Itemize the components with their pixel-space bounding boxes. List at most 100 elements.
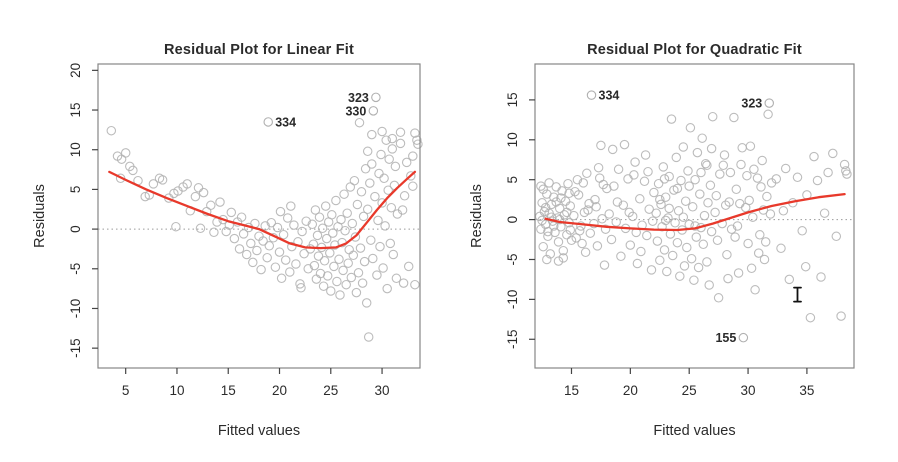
data-point <box>705 180 716 191</box>
point-label: 323 <box>741 97 762 111</box>
data-point <box>354 117 365 128</box>
data-point <box>382 283 392 294</box>
data-point <box>755 230 765 240</box>
data-point <box>664 171 674 182</box>
data-point <box>683 166 693 176</box>
data-point <box>692 147 703 158</box>
data-point <box>318 281 329 291</box>
data-point <box>684 219 694 230</box>
data-point <box>735 198 745 209</box>
data-point <box>585 228 596 238</box>
data-point <box>563 178 573 189</box>
data-point <box>765 209 776 219</box>
data-point <box>695 189 705 199</box>
data-point <box>800 261 811 272</box>
data-point <box>391 273 402 284</box>
data-point <box>383 185 393 195</box>
data-point <box>679 261 690 271</box>
data-point <box>406 171 416 181</box>
data-point <box>743 238 753 249</box>
data-point <box>106 125 117 136</box>
data-point <box>702 257 712 267</box>
data-point <box>842 169 852 179</box>
data-point <box>659 174 670 184</box>
data-point <box>718 160 729 171</box>
data-point <box>579 207 590 218</box>
data-point <box>564 188 574 199</box>
data-point <box>301 216 311 226</box>
data-point <box>343 258 353 268</box>
data-point <box>598 179 609 190</box>
data-point <box>745 141 756 151</box>
data-point <box>719 150 730 160</box>
data-point <box>362 146 373 157</box>
data-point <box>558 245 569 256</box>
data-point <box>312 230 323 241</box>
data-point <box>698 239 709 250</box>
data-point <box>746 263 757 274</box>
data-point <box>537 198 547 208</box>
data-point <box>689 275 699 285</box>
data-point <box>569 210 579 221</box>
data-point <box>359 256 370 267</box>
y-tick-label: 10 <box>68 142 83 157</box>
data-point <box>658 162 669 172</box>
data-point <box>672 237 683 248</box>
x-tick-label: 35 <box>799 383 814 398</box>
panel-linear-fit: Residual Plot for Linear Fit Residuals F… <box>32 42 423 439</box>
data-point <box>346 272 357 283</box>
data-point <box>839 159 850 170</box>
y-tick-label: -10 <box>68 299 83 319</box>
data-point <box>737 143 747 153</box>
data-point <box>361 298 372 308</box>
labeled-data-point <box>371 92 381 103</box>
data-point <box>379 173 389 184</box>
y-tick-label: -15 <box>68 338 83 358</box>
data-point <box>326 286 336 296</box>
y-tick-label: 0 <box>505 216 520 224</box>
data-point <box>544 178 554 188</box>
data-point <box>599 260 610 270</box>
data-point <box>697 133 707 143</box>
data-point <box>342 208 352 218</box>
data-point <box>591 202 601 212</box>
data-point <box>413 139 423 149</box>
x-tick-label: 20 <box>272 383 287 398</box>
data-point <box>646 265 657 275</box>
data-point <box>644 204 654 214</box>
data-point <box>699 210 710 221</box>
data-point <box>797 226 807 236</box>
data-point <box>358 211 369 222</box>
data-point <box>578 178 589 188</box>
data-point <box>351 287 362 298</box>
x-tick-label: 30 <box>375 383 390 398</box>
data-point <box>338 265 348 276</box>
data-point <box>332 276 342 287</box>
data-point <box>321 233 332 244</box>
point-label: 155 <box>715 331 736 345</box>
data-point <box>685 123 696 133</box>
data-point <box>666 114 677 124</box>
data-point <box>546 199 557 210</box>
ibeam-cursor-icon <box>793 286 802 303</box>
data-point <box>619 139 630 150</box>
data-point <box>565 225 576 235</box>
data-point <box>757 155 767 166</box>
data-point <box>120 148 131 158</box>
data-point <box>287 241 297 252</box>
y-tick-label: 5 <box>68 186 83 194</box>
data-point <box>580 247 591 258</box>
point-label: 323 <box>348 91 369 105</box>
data-point <box>380 221 390 231</box>
labeled-data-point <box>368 106 379 116</box>
data-point <box>712 235 723 246</box>
data-point <box>647 216 658 226</box>
data-point <box>632 258 643 269</box>
y-tick-label: 5 <box>505 176 520 184</box>
data-point <box>570 186 580 197</box>
data-point <box>296 283 306 293</box>
data-point <box>295 279 305 289</box>
data-point <box>353 268 364 278</box>
data-point <box>691 232 702 242</box>
